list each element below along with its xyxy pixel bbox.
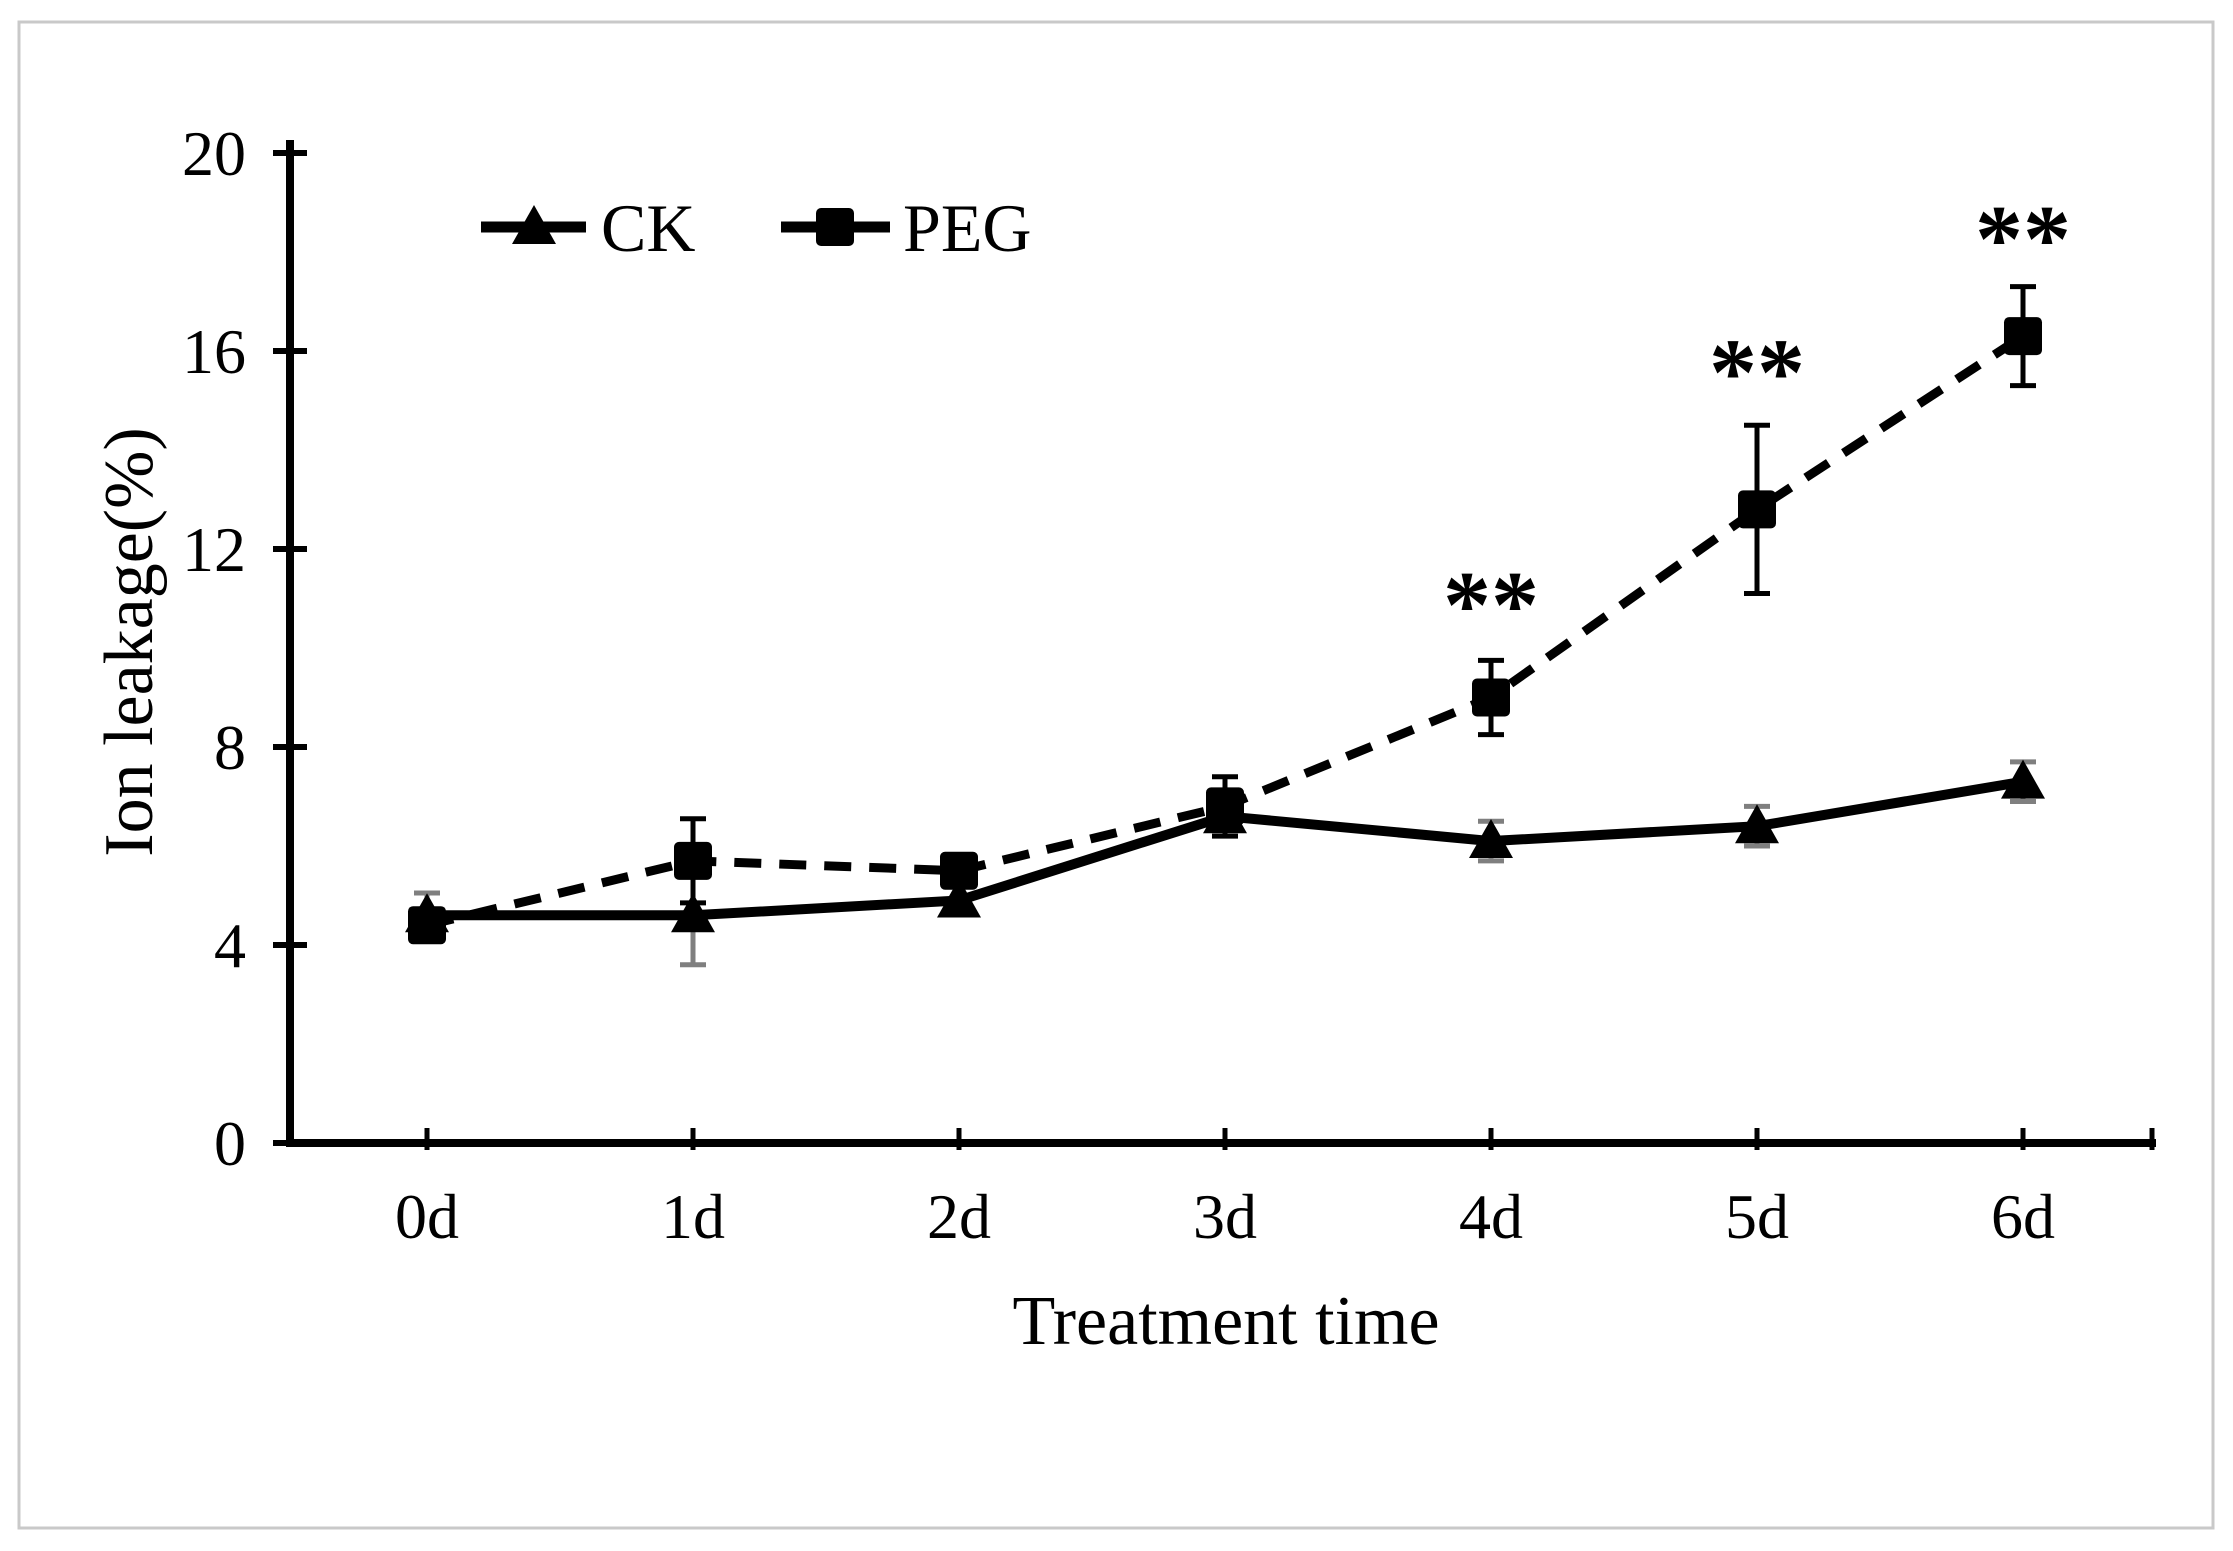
- y-axis-tick-label-16: 16: [182, 316, 246, 387]
- legend-square-icon: [816, 208, 854, 246]
- x-axis-tick-label-6d: 6d: [1991, 1181, 2055, 1252]
- x-axis-title: Treatment time: [1012, 1283, 1439, 1360]
- square-marker-peg-2d: [940, 851, 978, 890]
- legend-label-ck: CK: [601, 190, 695, 266]
- triangle-marker-ck-6d: [2001, 759, 2045, 799]
- x-axis-tick-label-5d: 5d: [1725, 1181, 1789, 1252]
- legend-triangle-icon: [512, 205, 556, 244]
- annotations: ** ** **: [1443, 185, 2071, 658]
- y-axis-tick-label-20: 20: [182, 118, 246, 189]
- y-axis-title: Ion leakage(%): [91, 427, 168, 856]
- legend: CK PEG: [481, 190, 1031, 266]
- axes: 0 4 8 12 16 20 0d 1d 2d 3d 4d 5d 6d: [182, 118, 2156, 1252]
- x-axis-tick-label-4d: 4d: [1459, 1181, 1523, 1252]
- triangle-marker-ck-2d: [937, 878, 981, 918]
- triangle-marker-ck-5d: [1735, 804, 1779, 844]
- square-marker-peg-1d: [674, 841, 712, 880]
- significance-stars-4d: **: [1443, 552, 1539, 659]
- x-axis-tick-label-3d: 3d: [1193, 1181, 1257, 1252]
- square-marker-peg-0d: [408, 906, 446, 945]
- y-axis-tick-label-8: 8: [214, 712, 246, 783]
- legend-label-peg: PEG: [903, 190, 1031, 266]
- square-marker-peg-4d: [1472, 678, 1510, 717]
- triangle-marker-ck-4d: [1469, 819, 1513, 859]
- triangle-marker-ck-1d: [671, 893, 715, 933]
- legend-item-peg: PEG: [781, 190, 1031, 266]
- x-axis-tick-label-2d: 2d: [927, 1181, 991, 1252]
- figure-border: [17, 20, 2215, 1530]
- square-marker-peg-6d: [2004, 317, 2042, 356]
- y-axis-tick-label-4: 4: [214, 910, 246, 981]
- legend-item-ck: CK: [481, 190, 695, 266]
- x-axis-tick-label-0d: 0d: [395, 1181, 459, 1252]
- y-axis-tick-label-0: 0: [214, 1108, 246, 1179]
- x-axis-tick-label-1d: 1d: [661, 1181, 725, 1252]
- y-axis-tick-label-12: 12: [182, 514, 246, 585]
- series-layer: [405, 284, 2045, 968]
- square-marker-peg-3d: [1206, 787, 1244, 826]
- significance-stars-6d: **: [1975, 185, 2071, 292]
- square-marker-peg-5d: [1738, 490, 1776, 529]
- significance-stars-5d: **: [1709, 319, 1805, 426]
